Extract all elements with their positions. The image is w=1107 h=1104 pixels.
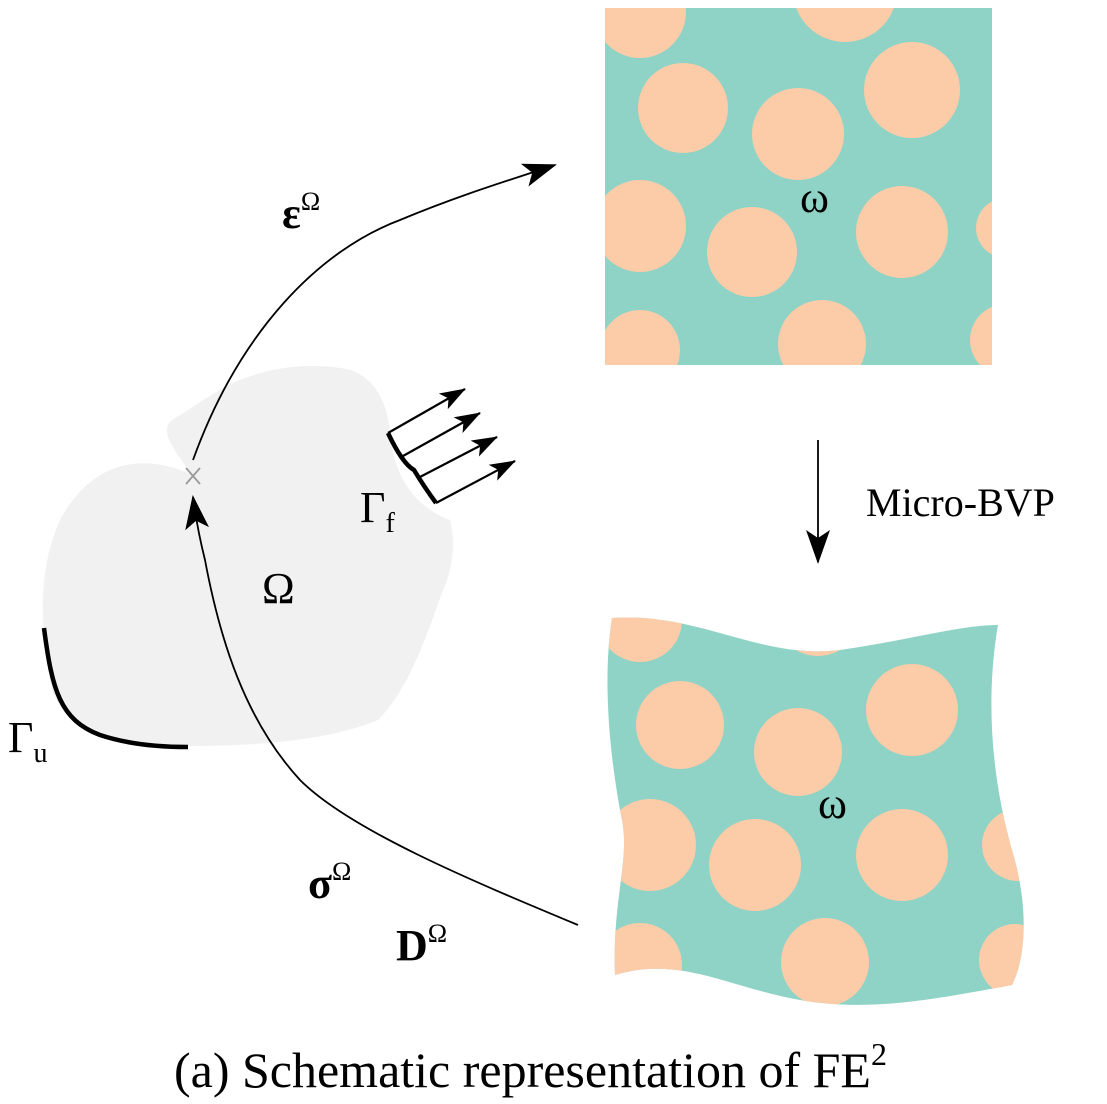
rve-undeformed (605, 8, 992, 365)
stress-label: σΩ (308, 857, 351, 908)
stress-arrow (185, 495, 579, 926)
gamma-u-boundary (41, 627, 189, 750)
micro-domain-label-undeformed: ω (800, 173, 829, 222)
micro-bvp-label: Micro-BVP (866, 480, 1055, 525)
strain-label: εΩ (282, 187, 320, 238)
gamma-f-boundary (385, 432, 438, 505)
gamma-f-label: Γf (360, 483, 395, 539)
micro-domain-label-deformed: ω (818, 779, 847, 828)
tangent-label: DΩ (396, 919, 447, 970)
figure-caption: (a) Schematic representation of FE2 (174, 1036, 887, 1098)
gamma-u-label: Γu (8, 713, 47, 769)
macro-body (42, 365, 453, 747)
traction-arrows (387, 388, 516, 504)
macro-domain-label: Ω (262, 564, 295, 613)
material-point-marker (185, 467, 201, 485)
strain-arrow (192, 163, 557, 461)
